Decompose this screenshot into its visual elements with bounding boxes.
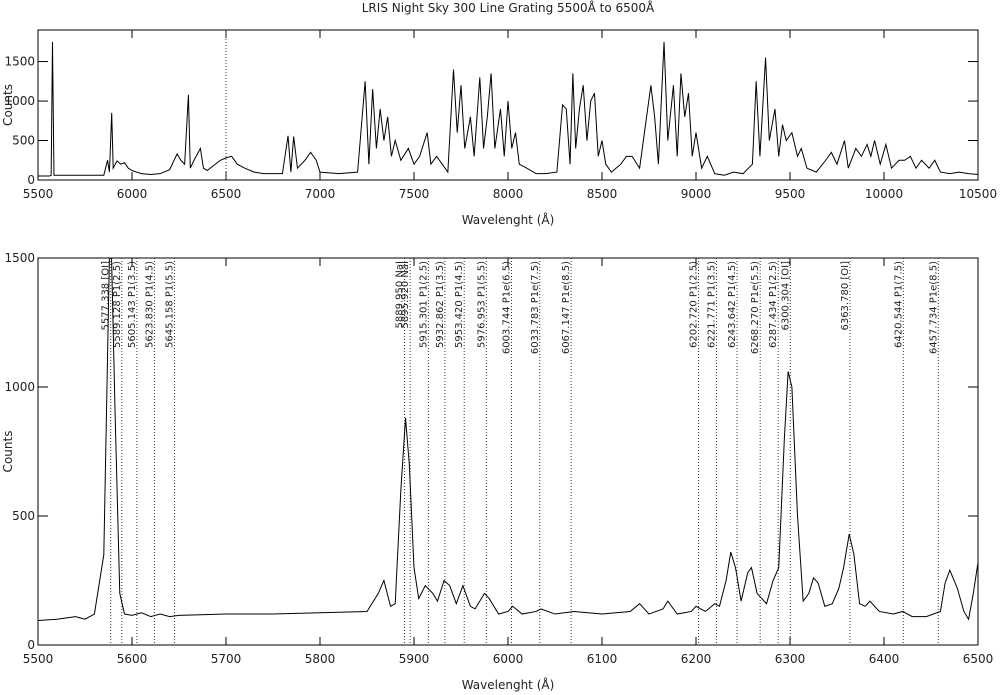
x-tick-label: 6100 xyxy=(587,652,618,666)
x-axis-label: Wavelenght (Å) xyxy=(462,212,555,227)
y-axis-label: Counts xyxy=(1,431,15,473)
x-tick-label: 8500 xyxy=(587,187,618,201)
x-tick-label: 8000 xyxy=(493,187,524,201)
y-tick-label: 0 xyxy=(27,173,35,187)
annotation-label: 5605.143 P1(3.5) xyxy=(127,261,138,348)
x-tick-label: 6500 xyxy=(211,187,242,201)
x-tick-label: 6200 xyxy=(681,652,712,666)
x-tick-label: 5700 xyxy=(211,652,242,666)
x-tick-label: 5500 xyxy=(23,652,54,666)
x-tick-label: 10500 xyxy=(959,187,997,201)
annotation-label: 5915.301 P1(2.5) xyxy=(418,261,429,348)
x-tick-label: 6000 xyxy=(493,652,524,666)
annotation-label: 6067.147 P1e(8.5) xyxy=(561,261,572,354)
annotation-label: 5623.830 P1(4.5) xyxy=(144,261,155,348)
annotation-label: 5953.420 P1(4.5) xyxy=(454,261,465,348)
x-tick-label: 5600 xyxy=(117,652,148,666)
x-tick-label: 9000 xyxy=(681,187,712,201)
annotation-label: 6268.270 P1e(5.5) xyxy=(750,261,761,354)
annotation-label: 6003.744 P1e(6.5) xyxy=(502,261,513,354)
y-tick-label: 1000 xyxy=(4,94,35,108)
y-tick-label: 500 xyxy=(12,509,35,523)
annotation-label: 5932.862 P1(3.5) xyxy=(435,261,446,348)
x-tick-label: 6300 xyxy=(775,652,806,666)
x-tick-label: 6400 xyxy=(869,652,900,666)
x-tick-label: 10000 xyxy=(865,187,903,201)
spectrum-line xyxy=(38,258,978,621)
chart-title: LRIS Night Sky 300 Line Grating 5500Å to… xyxy=(362,0,655,15)
annotation-label: 6033.783 P1e(7.5) xyxy=(530,261,541,354)
y-axis-label: Counts xyxy=(1,84,15,126)
x-axis-label: Wavelenght (Å) xyxy=(462,677,555,692)
annotation-label: 6457.734 P1e(8.5) xyxy=(928,261,939,354)
annotation-label: 6243.642 P1(4.5) xyxy=(727,261,738,348)
annotation-label: 5645.158 P1(5.5) xyxy=(164,261,175,348)
plot-clip xyxy=(38,41,978,177)
y-tick-label: 1500 xyxy=(4,55,35,69)
y-tick-label: 500 xyxy=(12,134,35,148)
x-tick-label: 6500 xyxy=(963,652,994,666)
y-tick-label: 1000 xyxy=(4,380,35,394)
x-tick-label: 5500 xyxy=(23,187,54,201)
x-tick-label: 7000 xyxy=(305,187,336,201)
spectrum-line xyxy=(38,41,978,177)
x-tick-label: 6000 xyxy=(117,187,148,201)
annotation-label: 6420.544 P1(7.5) xyxy=(893,261,904,348)
annotation-label: 5577.338 [OI] xyxy=(101,261,112,331)
annotation-label: 5889.950 NaI xyxy=(395,261,406,328)
annotation-label: 6300.304 [OI] xyxy=(780,261,791,331)
annotation-label: 6287.434 P1(2.5) xyxy=(768,261,779,348)
x-tick-label: 5900 xyxy=(399,652,430,666)
annotation-label: 6221.771 P1(3.5) xyxy=(706,261,717,348)
y-tick-label: 1500 xyxy=(4,251,35,265)
annotation-label: 6202.720 P1(2.5) xyxy=(689,261,700,348)
y-tick-label: 0 xyxy=(27,638,35,652)
annotation-label: 6363.780 [OI] xyxy=(840,261,851,331)
x-tick-label: 9500 xyxy=(775,187,806,201)
x-tick-label: 7500 xyxy=(399,187,430,201)
x-tick-label: 5800 xyxy=(305,652,336,666)
annotation-label: 5895.920 NaI xyxy=(400,261,411,328)
plot-clip xyxy=(38,258,978,621)
annotation-label: 5976.953 P1(5.5) xyxy=(476,261,487,348)
annotation-label: 5589.128 P1(2.5) xyxy=(112,261,123,348)
